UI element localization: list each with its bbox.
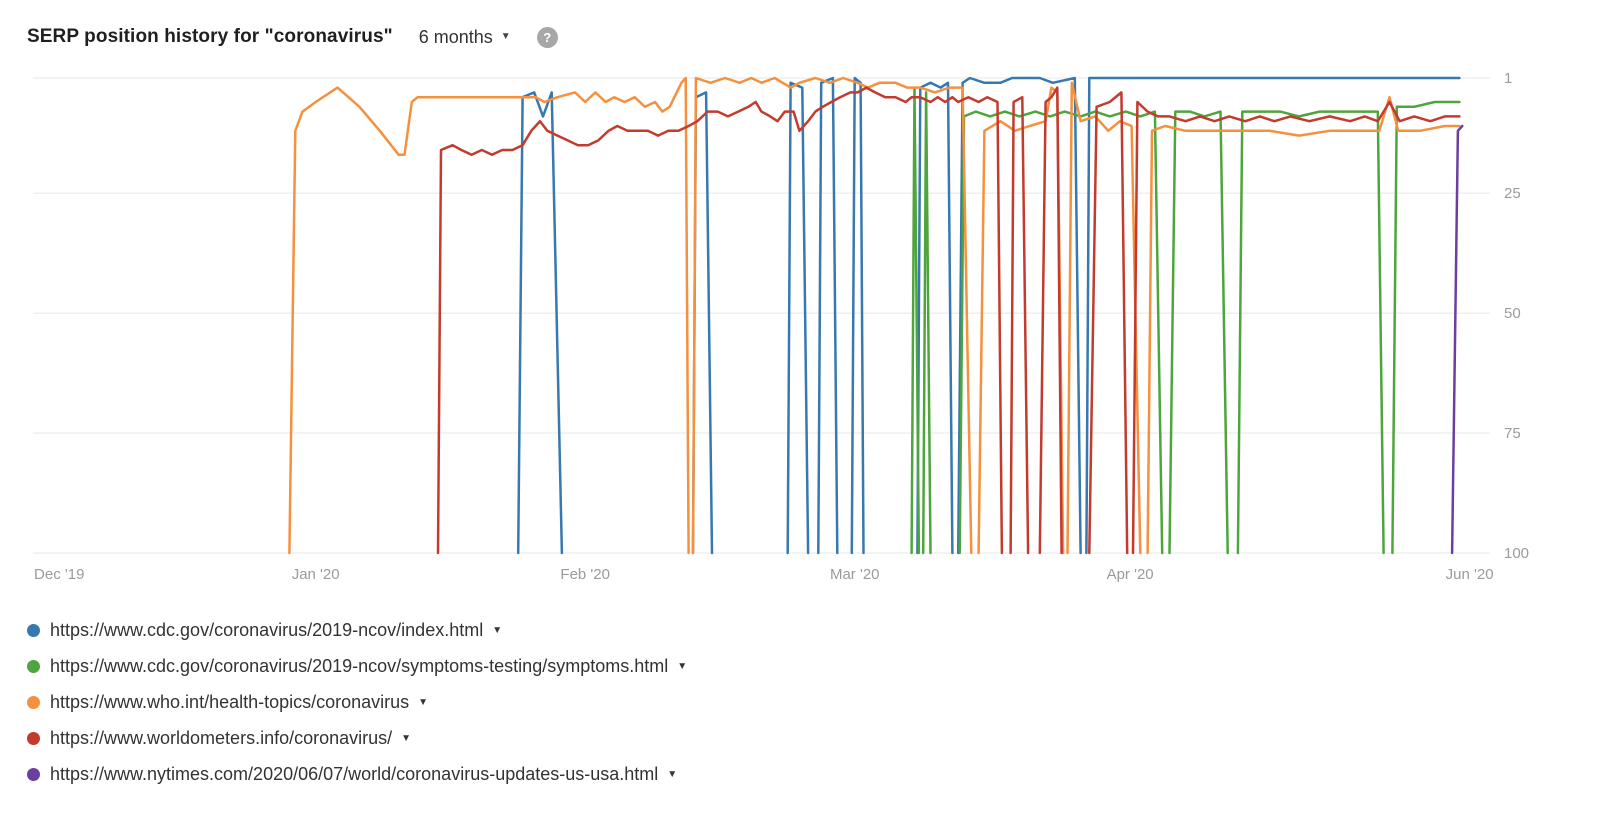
legend-item[interactable]: https://www.worldometers.info/coronaviru… [27,727,1600,749]
time-range-dropdown[interactable]: 6 months ▼ [419,27,511,48]
dropdown-caret-icon[interactable]: ▼ [418,696,429,708]
legend: https://www.cdc.gov/coronavirus/2019-nco… [0,593,1600,785]
dropdown-caret-icon[interactable]: ▼ [492,624,503,636]
series-line-cdc-index [516,76,1461,555]
legend-item[interactable]: https://www.cdc.gov/coronavirus/2019-nco… [27,619,1600,641]
serp-history-chart: 1 25 50 75 100 Dec '19 Jan '20 Feb '20 Mar '20 Ap… [33,70,1529,583]
x-axis-tick-label: Feb '20 [560,566,610,583]
series-color-dot [27,695,40,709]
dropdown-caret-icon[interactable]: ▼ [677,660,688,672]
y-axis-tick-label: 100 [1504,545,1529,562]
y-axis-tick-label: 25 [1504,185,1521,202]
dropdown-caret-icon[interactable]: ▼ [667,768,678,780]
series-color-dot [27,623,40,637]
help-icon[interactable]: ? [536,26,558,48]
legend-url[interactable]: https://www.worldometers.info/coronaviru… [50,727,393,748]
legend-item[interactable]: https://www.who.int/health-topics/corona… [27,691,1600,713]
x-axis-tick-label: Dec '19 [34,566,84,583]
chart-area: 1 25 50 75 100 Dec '19 Jan '20 Feb '20 Mar '20 Ap… [0,58,1600,593]
x-axis-tick-label: Jun '20 [1446,566,1494,583]
page-title: SERP position history for "coronavirus" [27,26,393,47]
series-line-cdc-symptoms [910,86,1461,555]
legend-url[interactable]: https://www.nytimes.com/2020/06/07/world… [50,763,659,784]
y-axis-tick-label: 75 [1504,425,1521,442]
time-range-value: 6 months [418,26,493,47]
legend-item[interactable]: https://www.nytimes.com/2020/06/07/world… [27,763,1600,785]
y-axis-tick-label: 50 [1504,305,1521,322]
legend-url[interactable]: https://www.cdc.gov/coronavirus/2019-nco… [50,655,669,676]
legend-url[interactable]: https://www.cdc.gov/coronavirus/2019-nco… [50,619,484,640]
x-axis-tick-label: Mar '20 [830,566,880,583]
dropdown-caret-icon[interactable]: ▼ [401,732,412,744]
series-line-worldometers [436,86,1461,555]
series-color-dot [27,767,40,781]
x-axis-tick-label: Jan '20 [292,566,340,583]
legend-item[interactable]: https://www.cdc.gov/coronavirus/2019-nco… [27,655,1600,677]
legend-url[interactable]: https://www.who.int/health-topics/corona… [50,691,410,712]
x-axis-tick-label: Apr '20 [1107,566,1154,583]
chart-header: SERP position history for "coronavirus" … [0,0,1600,48]
y-axis-tick-label: 1 [1504,70,1512,87]
series-color-dot [27,731,40,745]
series-color-dot [27,659,40,673]
chevron-down-icon: ▼ [500,31,511,42]
series-line-nytimes [1450,124,1464,555]
series-line-who [288,76,1461,555]
